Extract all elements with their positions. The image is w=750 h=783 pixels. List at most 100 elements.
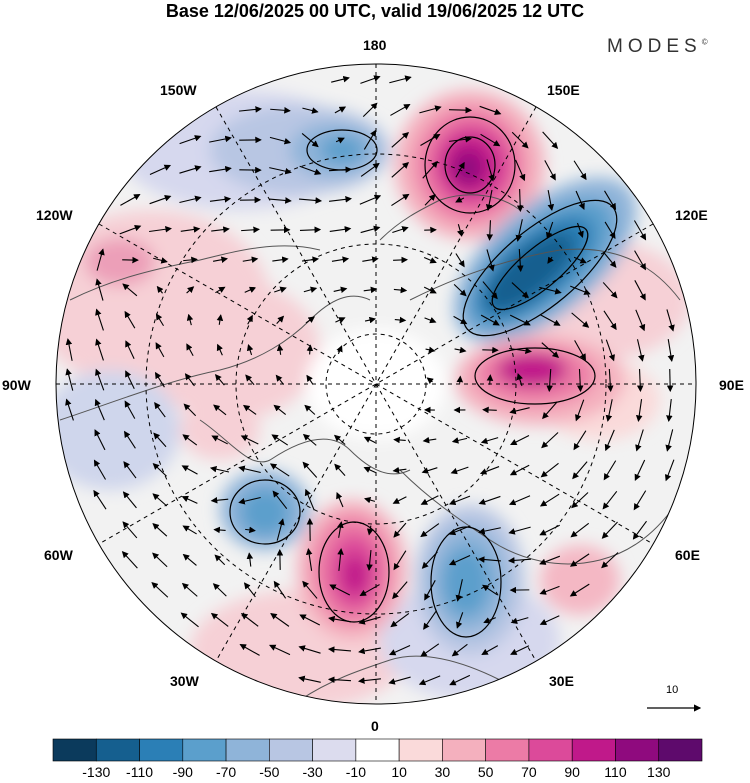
wind-vector xyxy=(424,193,436,206)
wind-vector xyxy=(539,555,561,565)
wind-vector xyxy=(305,548,313,571)
colorbar-swatch xyxy=(95,738,140,762)
wind-vector xyxy=(214,373,225,386)
wind-vector xyxy=(448,555,471,566)
wind-vector xyxy=(388,676,411,685)
wind-vector xyxy=(478,527,501,535)
wind-vector xyxy=(246,344,254,356)
lon-label-60e: 60E xyxy=(675,547,700,563)
wind-vector xyxy=(95,278,104,301)
colorbar-swatch xyxy=(52,738,97,762)
colorbar-tick-label: 130 xyxy=(647,764,671,780)
wind-vector xyxy=(244,286,257,293)
wind-vector xyxy=(602,282,618,299)
wind-vector xyxy=(511,282,529,299)
wind-vector xyxy=(636,368,644,393)
wind-vector xyxy=(425,346,436,354)
wind-vector xyxy=(362,256,379,263)
wind-vector xyxy=(420,495,439,505)
wind-vector xyxy=(635,399,643,422)
wind-vector xyxy=(666,368,674,393)
wind-vector xyxy=(516,373,523,387)
wind-vector xyxy=(419,105,442,114)
wind-vector xyxy=(304,404,316,415)
lon-label-150w: 150W xyxy=(160,82,197,98)
wind-vector xyxy=(269,644,291,656)
wind-vector xyxy=(124,310,136,329)
wind-vector xyxy=(183,256,198,264)
wind-vector xyxy=(547,256,554,264)
wind-vector xyxy=(152,552,168,568)
wind-vector xyxy=(212,256,228,263)
wind-vector xyxy=(216,343,223,356)
wind-vector xyxy=(240,435,259,445)
wind-vector xyxy=(360,75,381,84)
wind-vector xyxy=(539,524,560,536)
wind-vector xyxy=(389,75,412,84)
lon-label-90w: 90W xyxy=(2,377,31,393)
wind-vector xyxy=(573,430,587,451)
colorbar-tick-label: -110 xyxy=(126,764,154,780)
wind-vector xyxy=(392,581,408,600)
wind-vector xyxy=(301,133,319,148)
wind-vector xyxy=(123,461,137,479)
wind-vector xyxy=(539,585,560,595)
wind-vector xyxy=(605,399,613,422)
wind-vector xyxy=(334,106,347,114)
lon-label-60w: 60W xyxy=(44,547,73,563)
wind-vector xyxy=(213,404,227,416)
wind-vector xyxy=(393,286,408,294)
wind-vector xyxy=(539,286,562,295)
wind-vector xyxy=(306,344,314,355)
wind-vector xyxy=(121,551,138,569)
wind-vector xyxy=(299,614,321,626)
wind-vector xyxy=(270,107,291,114)
wind-vector xyxy=(448,495,471,505)
wind-vector xyxy=(299,165,322,175)
anomaly-field xyxy=(56,90,690,704)
wind-vector xyxy=(186,313,194,326)
wind-vector xyxy=(420,643,440,657)
map-title: Base 12/06/2025 00 UTC, valid 19/06/2025… xyxy=(165,1,585,21)
wind-vector xyxy=(182,434,198,446)
colorbar-tick-label: -130 xyxy=(82,764,111,780)
wind-vector xyxy=(422,436,437,444)
wind-vector xyxy=(362,102,378,118)
wind-vector xyxy=(539,615,560,625)
lon-label-0: 0 xyxy=(371,718,379,734)
wind-vector xyxy=(571,312,590,328)
wind-vector xyxy=(153,257,168,264)
wind-vector xyxy=(388,644,411,656)
wind-vector xyxy=(477,556,502,563)
wind-vector xyxy=(423,257,437,264)
wind-vector xyxy=(455,579,463,602)
wind-vector xyxy=(209,465,230,473)
wind-vector xyxy=(635,309,646,332)
wind-vector xyxy=(509,347,532,355)
lon-label-90e: 90E xyxy=(719,377,744,393)
colorbar-tick-label: 50 xyxy=(477,764,494,780)
wind-vector xyxy=(306,374,314,385)
wind-vector xyxy=(302,580,318,599)
wind-vector xyxy=(390,104,411,116)
wind-vector xyxy=(149,225,172,233)
wind-vector xyxy=(510,435,530,445)
wind-vector xyxy=(393,550,407,571)
wind-vector xyxy=(634,459,646,481)
wind-vector xyxy=(215,286,226,294)
wind-vector xyxy=(569,553,590,567)
wind-vector xyxy=(480,133,501,147)
lon-label-120w: 120W xyxy=(36,207,73,223)
wind-vector xyxy=(449,136,473,143)
wind-vector xyxy=(269,136,292,145)
wind-vector xyxy=(152,462,167,477)
wind-vector xyxy=(180,612,199,628)
wind-vector xyxy=(95,308,104,331)
wind-vector xyxy=(666,309,675,332)
wind-vector xyxy=(302,107,319,114)
wind-vector xyxy=(456,375,464,384)
wind-vector xyxy=(455,196,465,203)
wind-vector xyxy=(214,554,226,566)
wind-vector xyxy=(544,160,556,181)
wind-vector xyxy=(456,224,464,237)
